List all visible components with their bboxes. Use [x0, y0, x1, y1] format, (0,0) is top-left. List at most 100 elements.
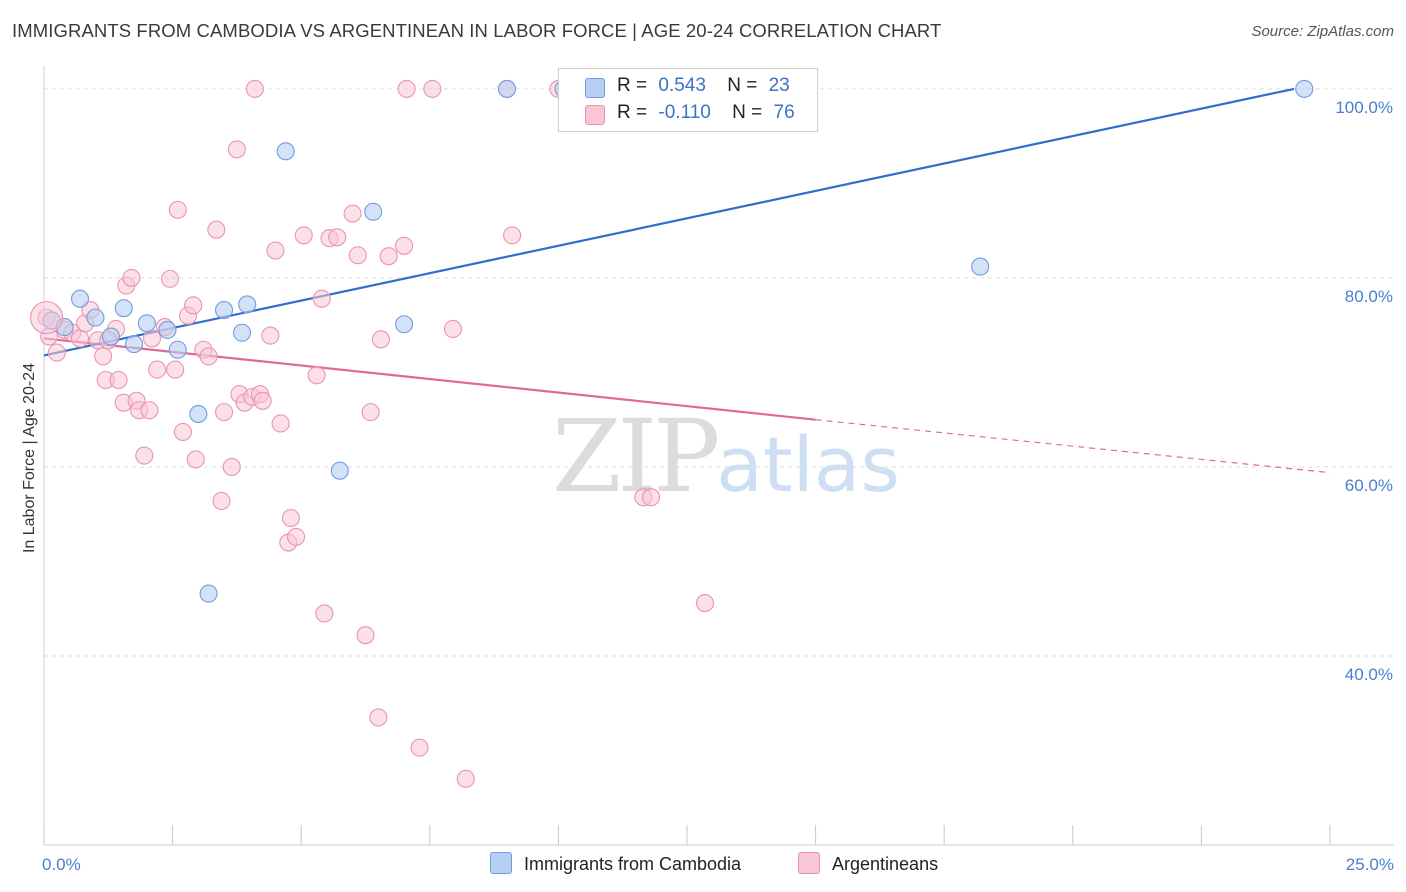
argentina-swatch: [585, 105, 605, 125]
y-tick-label: 60.0%: [1345, 476, 1393, 495]
argentina-point: [166, 360, 185, 379]
cambodia-point: [238, 295, 257, 314]
argentina-trend-line-dashed: [815, 419, 1331, 474]
argentina-point: [307, 366, 326, 385]
x-tick-label: 0.0%: [42, 855, 81, 874]
cambodia-point: [971, 257, 990, 276]
argentina-point: [47, 343, 66, 362]
argentina-point: [343, 204, 362, 223]
argentina-point: [410, 738, 429, 757]
argentina-point: [135, 446, 154, 465]
r-value-cambodia: 0.543: [658, 75, 706, 96]
cambodia-point: [232, 323, 252, 342]
argentina-legend-swatch: [798, 852, 820, 874]
argentina-point: [266, 241, 285, 260]
argentina-point: [122, 268, 141, 287]
argentina-point: [695, 593, 715, 613]
cambodia-point: [214, 301, 234, 320]
bottom-legend-cambodia: Immigrants from Cambodia: [490, 852, 741, 875]
argentina-point: [186, 450, 205, 469]
r-label: R =: [617, 102, 648, 123]
cambodia-point: [168, 340, 187, 359]
cambodia-point: [86, 308, 105, 327]
cambodia-point: [1295, 79, 1314, 98]
cambodia-legend-swatch: [490, 852, 512, 874]
argentina-point: [356, 626, 375, 645]
argentina-point: [281, 508, 300, 528]
cambodia-swatch: [585, 78, 605, 98]
argentina-point: [173, 422, 192, 442]
argentina-point: [423, 79, 442, 98]
argentina-point: [348, 246, 367, 265]
cambodia-point: [497, 79, 517, 98]
cambodia-point: [199, 584, 218, 603]
cambodia-point: [276, 142, 295, 161]
n-label: N =: [727, 75, 758, 96]
axes: [43, 66, 1394, 846]
argentina-point: [207, 220, 226, 239]
y-axis-title: In Labor Force | Age 20-24: [21, 363, 38, 553]
x-tick-label: 25.0%: [1346, 855, 1394, 874]
argentina-point: [328, 228, 347, 247]
argentina-legend-label: Argentineans: [832, 854, 939, 874]
chart-title: IMMIGRANTS FROM CAMBODIA VS ARGENTINEAN …: [12, 20, 942, 41]
legend-text-cambodia: R = 0.543 N = 23: [617, 75, 790, 97]
cambodia-legend-label: Immigrants from Cambodia: [524, 854, 742, 874]
argentina-point: [371, 330, 390, 349]
argentina-point: [395, 236, 414, 255]
argentina-point: [397, 79, 416, 98]
argentina-point: [294, 226, 313, 245]
argentina-point: [312, 289, 331, 308]
argentina-cluster-point: [30, 301, 64, 335]
cambodia-point: [364, 202, 383, 221]
argentina-point: [184, 296, 203, 315]
n-value-cambodia: 23: [768, 75, 790, 96]
argentina-point: [214, 403, 234, 422]
argentina-point: [287, 527, 306, 546]
argentina-point: [271, 414, 290, 433]
argentina-point: [641, 488, 661, 507]
source-label: Source: ZipAtlas.com: [1251, 23, 1394, 40]
argentina-point: [261, 326, 280, 345]
grid-lines: [44, 88, 1394, 657]
cambodia-point: [189, 404, 208, 424]
argentina-point: [369, 708, 388, 727]
argentina-trend-line: [43, 337, 816, 421]
cambodia-point: [395, 315, 414, 334]
argentina-point: [168, 200, 187, 219]
cambodia-point: [70, 289, 90, 308]
axis-labels: 40.0% 60.0% 80.0% 100.0% 0.0% 25.0% In Labor F…: [21, 98, 1394, 874]
argentina-point: [315, 604, 334, 623]
argentina-point: [160, 269, 180, 288]
y-tick-label: 80.0%: [1345, 287, 1393, 306]
cambodia-point: [158, 320, 177, 339]
n-label: N =: [732, 102, 763, 123]
cambodia-point: [101, 327, 120, 346]
data-points: [30, 79, 1314, 788]
argentina-point: [140, 401, 159, 420]
argentina-point: [199, 347, 218, 366]
y-tick-label: 100.0%: [1335, 98, 1393, 117]
cambodia-point: [137, 314, 156, 333]
argentina-point: [503, 226, 522, 245]
argentina-point: [443, 319, 462, 339]
argentina-point: [94, 347, 113, 366]
argentina-point: [109, 370, 128, 390]
argentina-point: [361, 403, 380, 422]
legend-text-argentina: R = -0.110 N = 76: [617, 102, 795, 124]
watermark-atlas: atlas: [716, 420, 900, 509]
argentina-point: [379, 247, 398, 266]
y-tick-label: 40.0%: [1345, 665, 1393, 684]
bottom-legend-argentina: Argentineans: [798, 852, 938, 875]
r-label: R =: [617, 75, 648, 96]
argentina-point: [148, 360, 167, 379]
argentina-point: [245, 79, 264, 98]
argentina-point: [70, 329, 90, 348]
argentina-point: [456, 769, 475, 788]
argentina-point: [253, 391, 272, 410]
correlation-legend: R = 0.543 N = 23 R = -0.110 N = 76: [558, 68, 818, 132]
cambodia-point: [330, 461, 349, 480]
argentina-point: [212, 491, 231, 511]
argentina-point: [222, 457, 241, 477]
